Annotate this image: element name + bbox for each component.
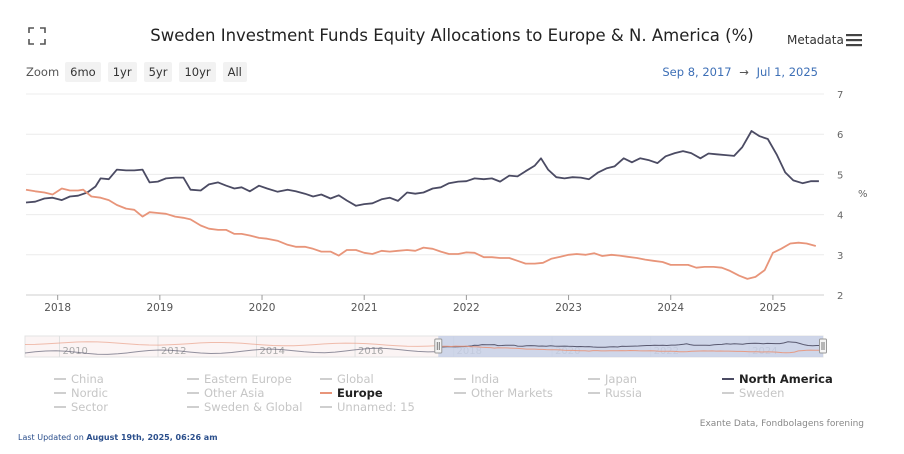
chart-title: Sweden Investment Funds Equity Allocatio… — [150, 26, 754, 45]
navigator-tick-label: 2010 — [62, 346, 87, 357]
y-tick-label: 5 — [837, 170, 843, 181]
y-tick-label: 6 — [837, 130, 843, 141]
legend-item-north-america[interactable]: North America — [722, 372, 833, 386]
legend-swatch — [722, 378, 734, 380]
legend-label: Russia — [605, 386, 642, 400]
legend-label: Sweden — [739, 386, 785, 400]
series-line-north-america[interactable] — [25, 130, 819, 207]
legend-label: Other Markets — [471, 386, 553, 400]
legend-swatch — [320, 406, 332, 408]
zoom-label: Zoom — [26, 65, 60, 79]
legend-label: China — [71, 372, 104, 386]
y-tick-label: 3 — [837, 251, 843, 262]
zoom-1yr-button[interactable]: 1yr — [107, 62, 137, 82]
series-lines — [25, 130, 819, 280]
legend-item-unnamed-15[interactable]: Unnamed: 15 — [320, 400, 415, 414]
legend-label: Nordic — [71, 386, 108, 400]
y-axis-ticks: 2 3 4 5 6 7 — [837, 90, 843, 302]
main-chart: 2 3 4 5 6 7 % 2018 2019 2020 2021 2022 2023 2024 202… — [25, 90, 868, 314]
navigator-tick-label: 2012 — [161, 346, 186, 357]
last-updated-prefix: Last Updated on — [18, 433, 87, 442]
legend-swatch — [588, 392, 600, 394]
legend-item-eastern-europe[interactable]: Eastern Europe — [187, 372, 292, 386]
navigator-handle[interactable] — [819, 338, 827, 354]
navigator-tick-label: 2016 — [358, 346, 383, 357]
legend-item-china[interactable]: China — [54, 372, 104, 386]
x-tick-label: 2018 — [44, 302, 71, 314]
legend-swatch — [187, 378, 199, 380]
legend-label: North America — [739, 372, 833, 386]
zoom-all-button[interactable]: All — [222, 62, 247, 82]
date-range[interactable]: Sep 8, 2017 → Jul 1, 2025 — [662, 65, 818, 79]
legend-item-global[interactable]: Global — [320, 372, 374, 386]
zoom-5yr-button[interactable]: 5yr — [143, 62, 173, 82]
legend-label: Unnamed: 15 — [337, 400, 415, 414]
legend-swatch — [454, 392, 466, 394]
x-tick-label: 2025 — [760, 302, 787, 314]
metadata-button[interactable]: Metadata — [787, 33, 844, 47]
legend-swatch — [187, 406, 199, 408]
legend-swatch — [187, 392, 199, 394]
navigator[interactable]: 20102012201420162018202020222024 — [0, 334, 904, 364]
legend-swatch — [454, 378, 466, 380]
legend-item-nordic[interactable]: Nordic — [54, 386, 108, 400]
expand-icon[interactable] — [28, 27, 46, 45]
x-axis-ticks: 2018 2019 2020 2021 2022 2023 2024 2025 — [44, 295, 786, 314]
x-tick-label: 2023 — [555, 302, 582, 314]
range-start[interactable]: Sep 8, 2017 — [662, 65, 732, 79]
legend-item-sector[interactable]: Sector — [54, 400, 108, 414]
x-tick-label: 2020 — [249, 302, 276, 314]
legend-item-sweden[interactable]: Sweden — [722, 386, 784, 400]
legend-label: Europe — [337, 386, 383, 400]
zoom-10yr-button[interactable]: 10yr — [179, 62, 216, 82]
series-line-europe[interactable] — [25, 187, 817, 280]
legend-item-japan[interactable]: Japan — [588, 372, 637, 386]
y-tick-label: 7 — [837, 90, 843, 101]
legend-item-other-markets[interactable]: Other Markets — [454, 386, 553, 400]
legend-swatch — [54, 406, 66, 408]
legend-item-india[interactable]: India — [454, 372, 499, 386]
navigator-history-line — [24, 341, 439, 347]
last-updated-value: August 19th, 2025, 06:26 am — [86, 433, 218, 442]
legend-item-other-asia[interactable]: Other Asia — [187, 386, 264, 400]
legend-item-europe[interactable]: Europe — [320, 386, 383, 400]
navigator-tick-label: 2014 — [260, 346, 285, 357]
legend-label: Global — [337, 372, 374, 386]
x-tick-label: 2022 — [453, 302, 480, 314]
x-tick-label: 2019 — [146, 302, 173, 314]
legend-swatch — [54, 392, 66, 394]
legend-label: India — [471, 372, 500, 386]
legend-swatch — [320, 378, 332, 380]
hamburger-menu-icon[interactable] — [846, 33, 862, 47]
grid-lines — [26, 93, 824, 296]
navigator-series — [24, 341, 821, 355]
y-tick-label: 4 — [837, 211, 843, 222]
legend-label: Sector — [71, 400, 108, 414]
x-tick-label: 2024 — [657, 302, 684, 314]
legend-swatch — [722, 392, 734, 394]
y-tick-label: 2 — [837, 291, 843, 302]
navigator-line-europe — [438, 345, 820, 354]
last-updated: Last Updated on August 19th, 2025, 06:26… — [18, 433, 218, 442]
legend-item-russia[interactable]: Russia — [588, 386, 642, 400]
zoom-6mo-button[interactable]: 6mo — [65, 62, 101, 82]
legend-label: Sweden & Global — [204, 400, 303, 414]
legend-swatch — [588, 378, 600, 380]
range-arrow: → — [739, 65, 749, 79]
navigator-history-line — [24, 347, 439, 355]
legend-label: Japan — [605, 372, 638, 386]
navigator-handles[interactable] — [434, 338, 827, 354]
x-tick-label: 2021 — [351, 302, 378, 314]
range-end[interactable]: Jul 1, 2025 — [756, 65, 818, 79]
legend-swatch — [320, 392, 332, 394]
legend-item-sweden-global[interactable]: Sweden & Global — [187, 400, 302, 414]
navigator-handle[interactable] — [434, 338, 443, 354]
zoom-controls: Zoom 6mo 1yr 5yr 10yr All — [26, 62, 254, 82]
source-credit: Exante Data, Fondbolagens forening — [699, 419, 864, 429]
legend-swatch — [54, 378, 66, 380]
y-axis-label: % — [858, 189, 868, 200]
legend-label: Eastern Europe — [204, 372, 292, 386]
navigator-line-north-america — [438, 341, 821, 348]
legend-label: Other Asia — [204, 386, 265, 400]
